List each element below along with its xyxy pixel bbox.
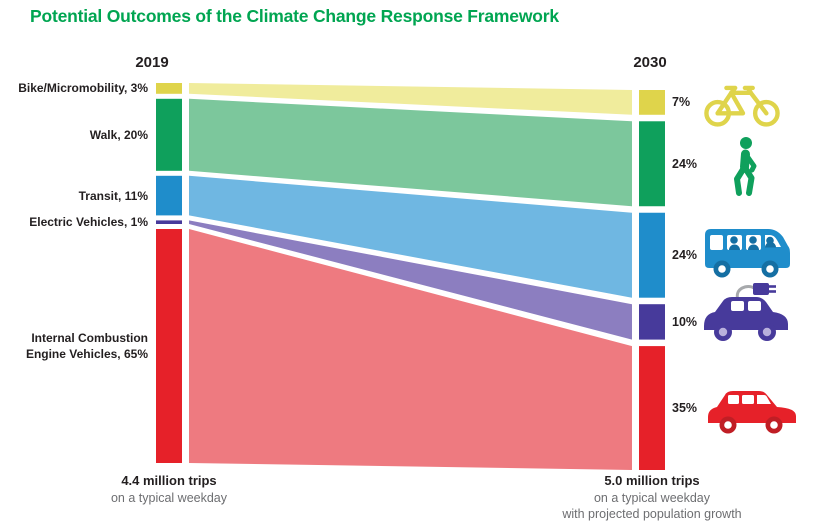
bicycle-icon	[704, 85, 780, 127]
trips-note-2030-line2: with projected population growth	[562, 506, 742, 521]
left-label-walk: Walk, 20%	[89, 127, 148, 142]
electric-car-icon	[704, 283, 788, 341]
left-label-transit: Transit, 11%	[78, 188, 148, 203]
transit-flow	[189, 175, 632, 298]
trips-total-2030: 5.0 million trips	[604, 473, 700, 488]
car-icon	[708, 391, 796, 434]
electric-vehicles-bar-2030	[639, 304, 665, 340]
transit-bar-2030	[639, 212, 665, 298]
ice-vehicles-flow	[189, 229, 632, 470]
bike-micromobility-bar-2030	[639, 90, 665, 115]
column-header-2019: 2019	[135, 54, 169, 71]
right-pct-bike-micromobility: 7%	[672, 95, 691, 110]
transit-bar-2019	[156, 175, 182, 216]
bike-micromobility-flow	[189, 83, 632, 115]
electric-vehicles-flow	[189, 220, 632, 340]
walk-flow	[189, 98, 632, 207]
page-title: Potential Outcomes of the Climate Change…	[30, 6, 559, 26]
ice-vehicles-bar-2030	[639, 346, 665, 470]
bus-icon	[705, 229, 790, 278]
bike-micromobility-bar-2019	[156, 83, 182, 94]
footnote-2030: 5.0 million trips on a typical weekday w…	[518, 472, 786, 522]
column-header-2030: 2030	[633, 54, 667, 71]
trips-note-2019: on a typical weekday	[110, 490, 228, 505]
right-pct-transit: 24%	[672, 248, 698, 263]
left-label-bike-micromobility: Bike/Micromobility, 3%	[18, 81, 148, 96]
left-label-ice-vehicles: Internal Combustion Engine Vehicles, 65%	[25, 330, 148, 361]
right-pct-ice-vehicles: 35%	[672, 401, 698, 416]
right-pct-electric-vehicles: 10%	[672, 314, 698, 329]
left-label-electric-vehicles: Electric Vehicles, 1%	[29, 215, 148, 230]
trips-total-2019: 4.4 million trips	[121, 473, 217, 488]
ice-vehicles-bar-2019	[156, 229, 182, 463]
pedestrian-icon	[734, 137, 757, 196]
walk-bar-2030	[639, 121, 665, 207]
right-pct-walk: 24%	[672, 156, 698, 171]
footnote-2019: 4.4 million trips on a typical weekday	[58, 472, 280, 506]
trips-note-2030-line1: on a typical weekday	[593, 490, 711, 505]
electric-vehicles-bar-2019	[156, 220, 182, 224]
walk-bar-2019	[156, 98, 182, 171]
